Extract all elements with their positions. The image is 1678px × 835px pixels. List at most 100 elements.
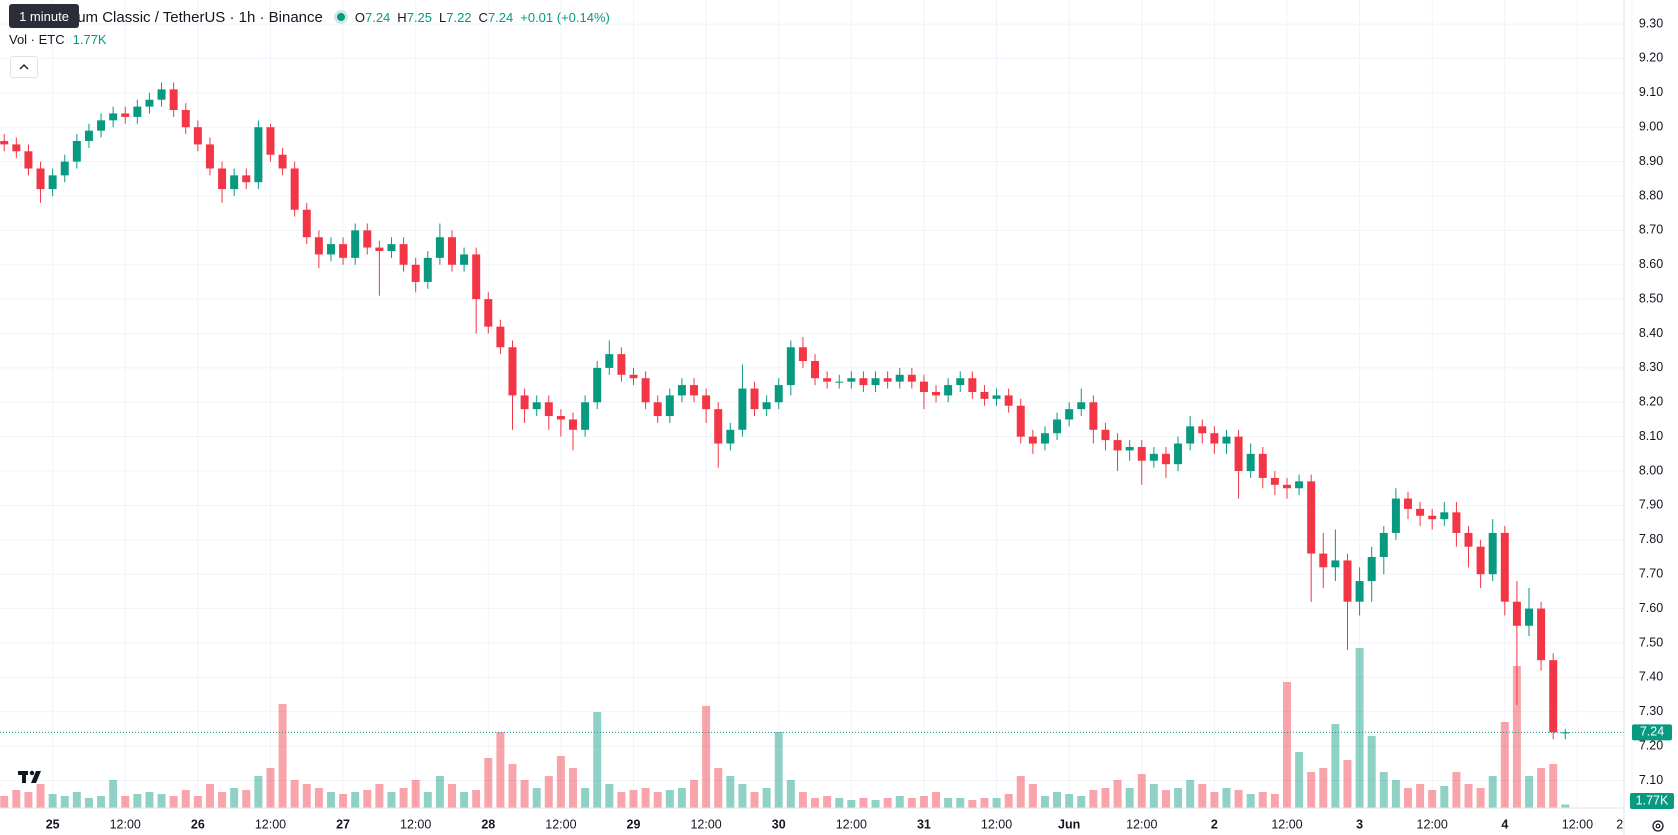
x-tick-label: 12:00 xyxy=(690,817,721,831)
volume-bar xyxy=(641,788,650,808)
volume-bar xyxy=(157,794,166,808)
logo[interactable] xyxy=(16,766,46,788)
y-tick-label: 7.10 xyxy=(1639,773,1663,787)
candle-body xyxy=(133,106,142,117)
x-tick-label: 4 xyxy=(1501,817,1508,831)
candle-body xyxy=(242,175,251,183)
volume-bar xyxy=(617,792,626,808)
candle-body xyxy=(1488,532,1497,575)
x-tick-label: 12:00 xyxy=(1126,817,1157,831)
collapse-icon[interactable] xyxy=(11,57,37,77)
volume-bar xyxy=(629,790,638,808)
candle-body xyxy=(690,385,699,396)
logo-part[interactable] xyxy=(31,771,41,783)
legend-key: C xyxy=(478,9,488,25)
volume-bar xyxy=(133,794,142,808)
y-tick-label: 7.90 xyxy=(1639,498,1663,512)
volume-bar xyxy=(0,796,9,808)
volume-bar xyxy=(1258,792,1267,808)
x-tick-label: 21:00 xyxy=(1616,817,1647,831)
candle-body xyxy=(1053,419,1062,434)
x-tick-label: 27 xyxy=(336,817,350,831)
legend-change: +0.01 (+0.14%) xyxy=(520,9,610,25)
candle-body xyxy=(762,402,771,410)
volume-bar xyxy=(460,792,469,808)
candle-body xyxy=(411,264,420,282)
collapse-button[interactable] xyxy=(10,56,38,78)
y-tick-label: 8.80 xyxy=(1639,188,1663,202)
x-tick-label: 12:00 xyxy=(1562,817,1593,831)
logo-part[interactable] xyxy=(22,771,26,783)
x-tick-label: 12:00 xyxy=(981,817,1012,831)
volume-bar xyxy=(1391,780,1400,808)
candle-body xyxy=(811,361,820,379)
candle-body xyxy=(774,385,783,403)
candle-body xyxy=(205,144,214,169)
volume-bar xyxy=(181,790,190,808)
volume-bar xyxy=(84,798,93,808)
x-tick-label: 12:00 xyxy=(400,817,431,831)
volume-bar xyxy=(435,776,444,808)
y-tick-label: 7.80 xyxy=(1639,532,1663,546)
volume-bar xyxy=(1440,786,1449,808)
last-price-label: 7.24 xyxy=(1640,725,1664,739)
y-tick-label: 8.10 xyxy=(1639,429,1663,443)
candle-body xyxy=(72,140,81,162)
volume-bar xyxy=(375,784,384,808)
logo-part[interactable] xyxy=(29,770,35,776)
candle-body xyxy=(1234,436,1243,472)
candle-body xyxy=(617,354,626,375)
candle-body xyxy=(24,151,33,169)
volume-bar xyxy=(339,794,348,808)
settings-icon[interactable] xyxy=(1652,820,1664,832)
candle-body xyxy=(1089,402,1098,430)
x-tick-label: 30 xyxy=(772,817,786,831)
volume-bar xyxy=(798,792,807,808)
x-tick-label: 2 xyxy=(1211,817,1218,831)
volume-bar xyxy=(1428,790,1437,808)
candle-body xyxy=(387,244,396,251)
volume-bar xyxy=(786,780,795,808)
volume-bar xyxy=(1367,736,1376,808)
volume-bar xyxy=(738,784,747,808)
candle-body xyxy=(544,402,553,417)
volume-bar xyxy=(1065,794,1074,808)
candle-body xyxy=(1210,433,1219,444)
candle-body xyxy=(677,385,686,396)
candle-body xyxy=(1403,498,1412,509)
candle-body xyxy=(1537,608,1546,661)
candle-body xyxy=(1101,429,1110,441)
volume-bar xyxy=(496,732,505,808)
candle-body xyxy=(629,374,638,379)
legend-value: 7.24 xyxy=(487,9,514,25)
volume-bar xyxy=(1452,772,1461,808)
x-tick-label: 12:00 xyxy=(836,817,867,831)
candle-body xyxy=(919,381,928,392)
gear-center[interactable] xyxy=(1655,823,1661,829)
candle-body xyxy=(1246,453,1255,472)
candle-body xyxy=(1452,512,1461,533)
volume-bar xyxy=(919,796,928,808)
gear[interactable] xyxy=(1652,820,1664,832)
x-tick-label: 29 xyxy=(627,817,641,831)
volume-bar xyxy=(60,796,69,808)
volume-bar xyxy=(1174,788,1183,808)
candle-body xyxy=(266,127,275,155)
candle-body xyxy=(84,130,93,141)
volume-bar xyxy=(1416,784,1425,808)
volume-bar xyxy=(847,800,856,808)
candle-body xyxy=(60,161,69,176)
candle-body xyxy=(375,247,384,251)
x-tick-label: 12:00 xyxy=(545,817,576,831)
candle-body xyxy=(980,391,989,399)
candle-body xyxy=(653,402,662,417)
chevron[interactable] xyxy=(19,64,29,70)
tooltip: 1 minute xyxy=(9,4,79,28)
candle-body xyxy=(907,374,916,382)
volume-bar xyxy=(1077,796,1086,808)
volume-bar xyxy=(242,790,251,808)
volume-bar xyxy=(447,784,456,808)
volume-bar xyxy=(1246,794,1255,808)
